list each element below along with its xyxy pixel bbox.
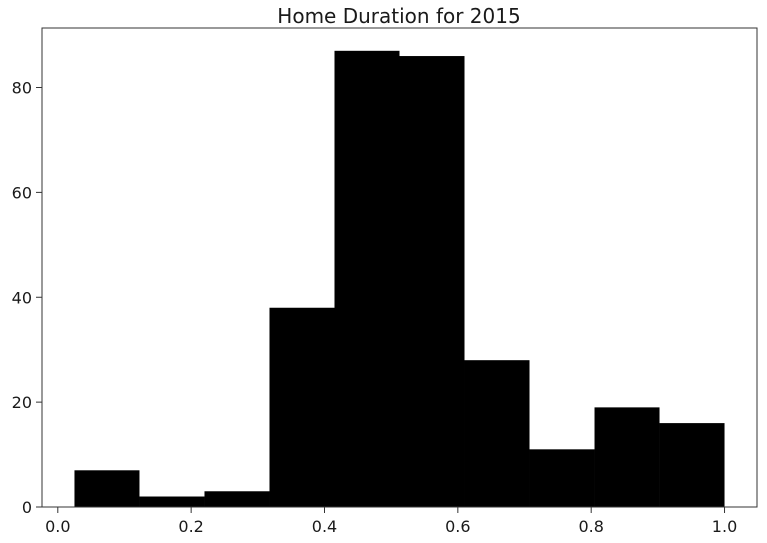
plot-frame [41, 27, 758, 508]
x-tick-label: 1.0 [712, 517, 737, 536]
histogram-bar-9 [659, 423, 725, 507]
histogram-bar-1 [139, 496, 205, 507]
y-tick-label: 0 [22, 498, 32, 517]
x-tick-label: 0.4 [312, 517, 337, 536]
x-axis: 0.0 0.2 0.4 0.6 0.8 1.0 [45, 507, 737, 536]
x-tick-label: 0.6 [445, 517, 470, 536]
histogram-bar-7 [529, 449, 595, 507]
histogram-bar-8 [594, 407, 660, 507]
y-tick-label: 20 [12, 393, 32, 412]
x-tick-label: 0.8 [578, 517, 603, 536]
histogram-bar-5 [399, 56, 465, 507]
histogram-bar-0 [74, 470, 140, 507]
histogram-bar-3 [269, 307, 335, 507]
bars-group [74, 50, 725, 508]
histogram-bar-2 [204, 491, 270, 507]
y-tick-label: 80 [12, 79, 32, 98]
chart-title: Home Duration for 2015 [277, 4, 520, 28]
y-axis: 0 20 40 60 80 [12, 79, 42, 517]
histogram-bar-4 [334, 50, 400, 508]
y-tick-label: 60 [12, 183, 32, 202]
y-tick-label: 40 [12, 288, 32, 307]
x-tick-label: 0.0 [45, 517, 70, 536]
x-tick-label: 0.2 [178, 517, 203, 536]
histogram-bar-6 [464, 360, 530, 507]
